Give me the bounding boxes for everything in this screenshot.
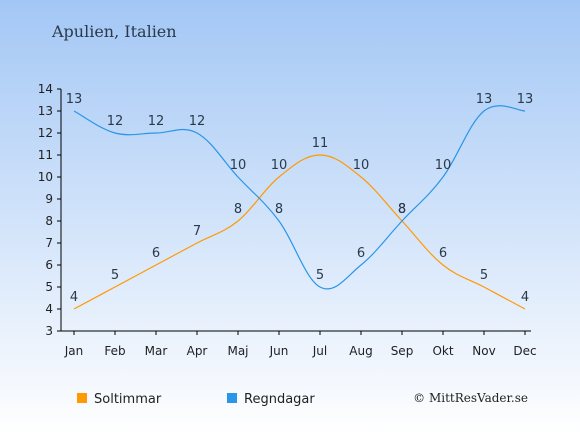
x-tick-label: Dec	[513, 344, 536, 358]
y-tick-label: 14	[38, 82, 53, 96]
y-tick-label: 7	[45, 236, 53, 250]
y-tick-label: 5	[45, 280, 53, 294]
chart-title: Apulien, Italien	[51, 22, 177, 41]
x-tick-label: Okt	[432, 344, 453, 358]
data-label: 5	[480, 268, 488, 283]
y-tick-label: 11	[38, 148, 53, 162]
data-label: 13	[476, 92, 493, 107]
data-label: 13	[66, 92, 83, 107]
data-label: 6	[357, 246, 365, 261]
data-label: 8	[398, 202, 406, 217]
y-tick-label: 9	[45, 192, 53, 206]
data-label: 5	[111, 268, 119, 283]
y-tick-label: 3	[45, 324, 53, 338]
legend-label: Regndagar	[244, 392, 315, 407]
x-tick-label: Jan	[64, 344, 84, 358]
data-label: 13	[517, 92, 534, 107]
series-line-regndagar	[73, 105, 526, 290]
x-tick-label: Jul	[312, 344, 327, 358]
data-label: 8	[234, 202, 242, 217]
data-label: 10	[271, 158, 288, 173]
data-label: 8	[275, 202, 283, 217]
data-label: 6	[439, 246, 447, 261]
x-tick-label: Nov	[472, 344, 495, 358]
y-tick-label: 10	[38, 170, 53, 184]
legend-label: Soltimmar	[94, 392, 162, 407]
data-label: 11	[312, 136, 329, 151]
x-tick-label: Maj	[227, 344, 248, 358]
data-label: 10	[353, 158, 370, 173]
legend-swatch	[77, 393, 87, 403]
data-label: 10	[230, 158, 247, 173]
data-label: 12	[107, 114, 124, 129]
x-tick-label: Sep	[391, 344, 414, 358]
data-label: 10	[435, 158, 452, 173]
x-tick-label: Jun	[269, 344, 289, 358]
series-line-soltimmar	[73, 154, 526, 310]
data-label: 4	[521, 290, 529, 305]
data-label: 7	[193, 224, 201, 239]
series-lines	[73, 105, 526, 310]
data-label: 12	[148, 114, 165, 129]
data-label: 12	[189, 114, 206, 129]
data-label: 4	[70, 290, 78, 305]
legend: Soltimmar Regndagar	[77, 392, 315, 407]
y-tick-label: 8	[45, 214, 53, 228]
data-label: 8	[398, 202, 406, 217]
credit-text: © MittResVader.se	[413, 391, 528, 405]
x-tick-label: Aug	[349, 344, 372, 358]
y-tick-label: 6	[45, 258, 53, 272]
axes: 3 4 5 6 7 8 9 10 11 12 13 14 Jan Feb Mar Apr Maj Jun Jul Au…	[38, 82, 537, 358]
data-label: 6	[152, 246, 160, 261]
data-label: 5	[316, 268, 324, 283]
y-tick-label: 12	[38, 126, 53, 140]
x-tick-label: Apr	[187, 344, 208, 358]
y-tick-label: 13	[38, 104, 53, 118]
y-tick-label: 4	[45, 302, 53, 316]
legend-swatch	[227, 393, 237, 403]
x-tick-label: Feb	[104, 344, 125, 358]
x-tick-label: Mar	[145, 344, 168, 358]
